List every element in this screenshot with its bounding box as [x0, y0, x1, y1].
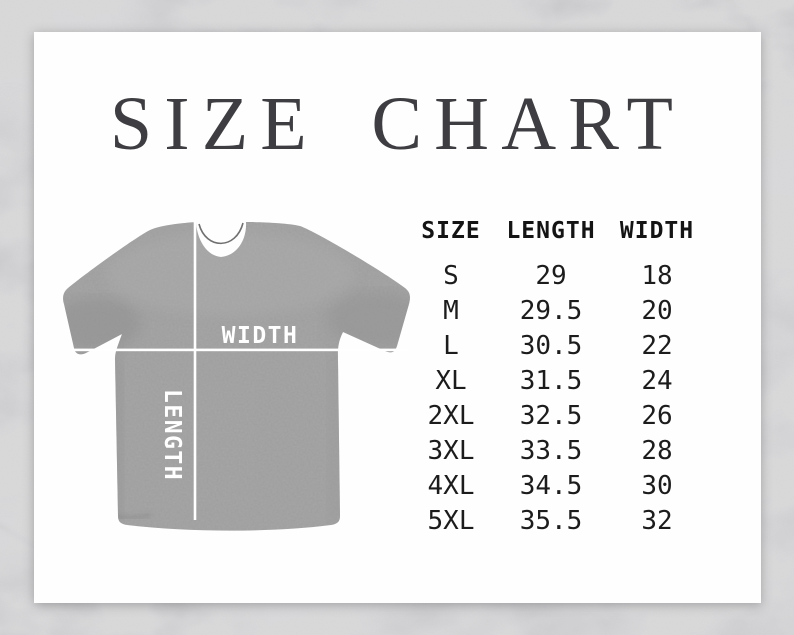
length-cell: 34.5: [519, 470, 583, 501]
length-cell: 32.5: [519, 401, 583, 431]
size-cell: M: [443, 296, 459, 327]
width-cell: 18: [641, 261, 673, 292]
width-label: WIDTH: [222, 323, 299, 349]
length-cell: 29.5: [519, 296, 583, 327]
width-cell: 32: [641, 505, 673, 536]
size-cell: 3XL: [427, 435, 475, 466]
size-cell: 2XL: [427, 401, 475, 431]
tshirt-diagram: WIDTH LENGTH: [63, 220, 410, 531]
width-cell: 20: [641, 296, 673, 327]
table-header-length: LENGTH: [506, 218, 596, 244]
length-cell: 29: [535, 261, 567, 292]
length-cell: 30.5: [519, 331, 583, 362]
width-cell: 30: [641, 470, 673, 501]
length-measure-line: [193, 220, 197, 520]
size-table-header: SIZE LENGTH WIDTH: [400, 213, 714, 249]
page-title: SIZE CHART: [109, 82, 686, 166]
collar-seam: [198, 222, 244, 245]
width-measure-line: [71, 348, 407, 352]
size-cell: L: [443, 331, 459, 362]
size-cell: XL: [435, 366, 467, 397]
width-cell: 26: [641, 401, 673, 431]
length-cell: 31.5: [519, 366, 583, 397]
tshirt-texture: [63, 222, 410, 531]
table-header-size: SIZE: [421, 218, 481, 244]
length-cell: 35.5: [519, 505, 583, 536]
length-cell: 33.5: [519, 435, 583, 466]
width-cell: 22: [641, 331, 673, 362]
table-header-width: WIDTH: [619, 218, 695, 244]
length-label: LENGTH: [159, 389, 185, 481]
size-cell: 5XL: [427, 505, 475, 536]
width-cell: 24: [641, 366, 673, 397]
size-table-body: S 29 18 M 29.5 20 L 30.5 22 XL 31.5 24 2…: [400, 259, 714, 538]
size-cell: 4XL: [427, 470, 475, 501]
width-cell: 28: [641, 435, 673, 466]
size-cell: S: [443, 261, 459, 292]
